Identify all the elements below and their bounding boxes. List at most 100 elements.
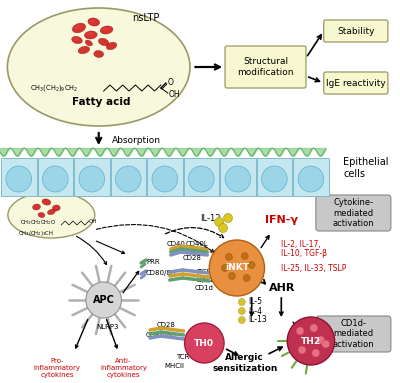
Circle shape <box>219 224 228 232</box>
Ellipse shape <box>75 25 81 29</box>
Ellipse shape <box>98 38 109 46</box>
Text: IFN-γ: IFN-γ <box>264 215 298 225</box>
Text: Epithelial
cells: Epithelial cells <box>344 157 389 179</box>
Text: iNKT: iNKT <box>225 264 249 272</box>
Text: NLRP3: NLRP3 <box>96 324 119 330</box>
Ellipse shape <box>90 19 96 23</box>
FancyBboxPatch shape <box>316 316 391 352</box>
Text: Structural
modification: Structural modification <box>237 57 294 77</box>
Text: Cytokine-
mediated
activation: Cytokine- mediated activation <box>332 198 374 228</box>
Ellipse shape <box>8 8 190 126</box>
Text: CH$_3$(CH$_2$)$_3$CH: CH$_3$(CH$_2$)$_3$CH <box>18 229 54 237</box>
Ellipse shape <box>72 23 86 33</box>
Text: IL-25, IL-33, TSLP: IL-25, IL-33, TSLP <box>281 264 347 272</box>
Text: nsLTP: nsLTP <box>132 13 160 23</box>
Ellipse shape <box>84 31 97 39</box>
Circle shape <box>298 346 306 354</box>
Ellipse shape <box>78 46 90 54</box>
Circle shape <box>248 262 255 268</box>
Circle shape <box>312 349 320 357</box>
FancyBboxPatch shape <box>38 158 73 196</box>
Text: OH: OH <box>169 90 180 98</box>
Text: iTCR: iTCR <box>197 269 212 275</box>
Text: Absorption: Absorption <box>112 136 160 144</box>
Text: O: O <box>168 77 174 87</box>
Ellipse shape <box>85 40 92 46</box>
Circle shape <box>238 316 245 324</box>
FancyBboxPatch shape <box>184 158 219 196</box>
Text: CD40: CD40 <box>166 241 185 247</box>
Text: APC: APC <box>93 295 114 305</box>
Circle shape <box>79 166 105 192</box>
Ellipse shape <box>100 26 113 34</box>
FancyBboxPatch shape <box>220 158 256 196</box>
FancyBboxPatch shape <box>257 158 292 196</box>
Text: CD1d: CD1d <box>195 285 214 291</box>
Circle shape <box>225 166 251 192</box>
Ellipse shape <box>48 210 55 214</box>
Circle shape <box>184 323 224 363</box>
Text: TH2: TH2 <box>301 337 321 345</box>
Text: CD28: CD28 <box>183 255 202 261</box>
Ellipse shape <box>38 213 45 218</box>
Ellipse shape <box>42 199 51 205</box>
Text: MHCII: MHCII <box>165 363 185 369</box>
Circle shape <box>224 213 232 223</box>
Text: IL-5: IL-5 <box>249 298 263 306</box>
Circle shape <box>310 324 318 332</box>
FancyBboxPatch shape <box>74 158 110 196</box>
Text: IgE reactivity: IgE reactivity <box>326 79 386 87</box>
Circle shape <box>317 336 325 344</box>
Ellipse shape <box>94 51 104 57</box>
FancyBboxPatch shape <box>293 158 329 196</box>
Circle shape <box>322 340 330 348</box>
Text: TCR: TCR <box>176 354 189 360</box>
Circle shape <box>188 166 214 192</box>
Text: CD80/86: CD80/86 <box>146 332 176 338</box>
FancyBboxPatch shape <box>147 158 182 196</box>
Circle shape <box>209 240 264 296</box>
Text: IL-2, IL-17,: IL-2, IL-17, <box>281 239 321 249</box>
Circle shape <box>86 282 122 318</box>
Text: PRR: PRR <box>146 259 160 265</box>
Circle shape <box>228 272 235 280</box>
Circle shape <box>152 166 178 192</box>
Ellipse shape <box>102 27 109 31</box>
Text: IL-4: IL-4 <box>249 306 263 316</box>
Text: IL-12Rγ: IL-12Rγ <box>217 246 240 250</box>
Circle shape <box>287 317 334 365</box>
Ellipse shape <box>8 192 95 238</box>
Circle shape <box>238 308 245 314</box>
Ellipse shape <box>73 37 79 41</box>
Circle shape <box>243 275 250 282</box>
Ellipse shape <box>87 32 93 36</box>
Circle shape <box>262 166 287 192</box>
FancyBboxPatch shape <box>110 158 146 196</box>
Circle shape <box>298 166 324 192</box>
Text: IL-12: IL-12 <box>200 213 220 223</box>
Text: CD40L: CD40L <box>186 241 209 247</box>
Circle shape <box>241 252 248 260</box>
Text: CD1d-
mediated
activation: CD1d- mediated activation <box>332 319 374 349</box>
Text: Pro-
inflammatory
cytokines: Pro- inflammatory cytokines <box>34 358 81 378</box>
Text: Anti-
inflammatory
cytokines: Anti- inflammatory cytokines <box>100 358 147 378</box>
Text: CH$_3$CH$_2$CH$_2$O: CH$_3$CH$_2$CH$_2$O <box>20 219 56 228</box>
Text: Lipid: Lipid <box>196 277 213 283</box>
Text: IL-10, TGF-β: IL-10, TGF-β <box>281 249 327 259</box>
Text: TH0: TH0 <box>194 339 214 347</box>
Circle shape <box>238 298 245 306</box>
Ellipse shape <box>32 204 40 210</box>
Ellipse shape <box>88 18 100 26</box>
Text: Fatty acid: Fatty acid <box>72 97 131 107</box>
Circle shape <box>222 265 228 272</box>
FancyBboxPatch shape <box>324 20 388 42</box>
Circle shape <box>215 218 224 226</box>
Text: OH: OH <box>89 218 97 224</box>
Ellipse shape <box>106 42 117 50</box>
Circle shape <box>42 166 68 192</box>
Circle shape <box>296 327 304 335</box>
Circle shape <box>6 166 32 192</box>
Circle shape <box>116 166 141 192</box>
FancyBboxPatch shape <box>225 46 306 88</box>
Circle shape <box>226 254 232 260</box>
